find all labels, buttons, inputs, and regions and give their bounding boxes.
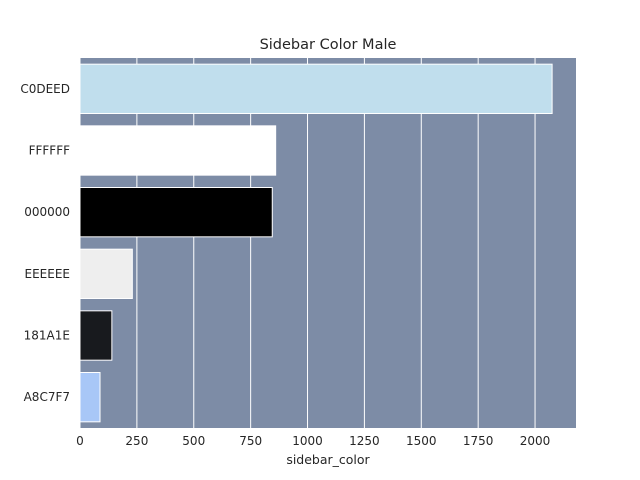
bar-181a1e — [79, 310, 113, 361]
chart-title: Sidebar Color Male — [260, 37, 397, 53]
x-tick-label: 250 — [125, 434, 148, 448]
x-tick-label: 1000 — [292, 434, 323, 448]
grid-lines — [79, 58, 536, 428]
bar-c0deed — [79, 63, 553, 114]
x-tick-label: 1500 — [406, 434, 437, 448]
y-tick-label: EEEEEE — [25, 267, 71, 281]
bar-000000 — [79, 187, 273, 238]
x-tick-labels: 0 250 500 750 1000 1250 1500 1750 2000 — [76, 434, 550, 448]
y-tick-label: A8C7F7 — [24, 390, 70, 404]
x-tick-label: 500 — [182, 434, 205, 448]
bar-ffffff — [79, 125, 277, 176]
y-tick-label: 000000 — [24, 205, 70, 219]
y-tick-label: FFFFFF — [29, 144, 71, 158]
y-tick-label: 181A1E — [24, 329, 70, 343]
plot-area — [80, 58, 576, 428]
bar-a8c7f7 — [79, 372, 101, 423]
y-tick-label: C0DEED — [20, 82, 70, 96]
x-axis-label: sidebar_color — [286, 452, 370, 467]
x-tick-label: 2000 — [520, 434, 551, 448]
x-tick-label: 1250 — [349, 434, 380, 448]
bars — [79, 63, 553, 423]
x-tick-label: 750 — [239, 434, 262, 448]
x-tick-label: 1750 — [463, 434, 494, 448]
x-tick-label: 0 — [76, 434, 84, 448]
bar-eeeeee — [79, 248, 133, 300]
y-tick-labels: C0DEED FFFFFF 000000 EEEEEE 181A1E A8C7F7 — [20, 82, 70, 404]
